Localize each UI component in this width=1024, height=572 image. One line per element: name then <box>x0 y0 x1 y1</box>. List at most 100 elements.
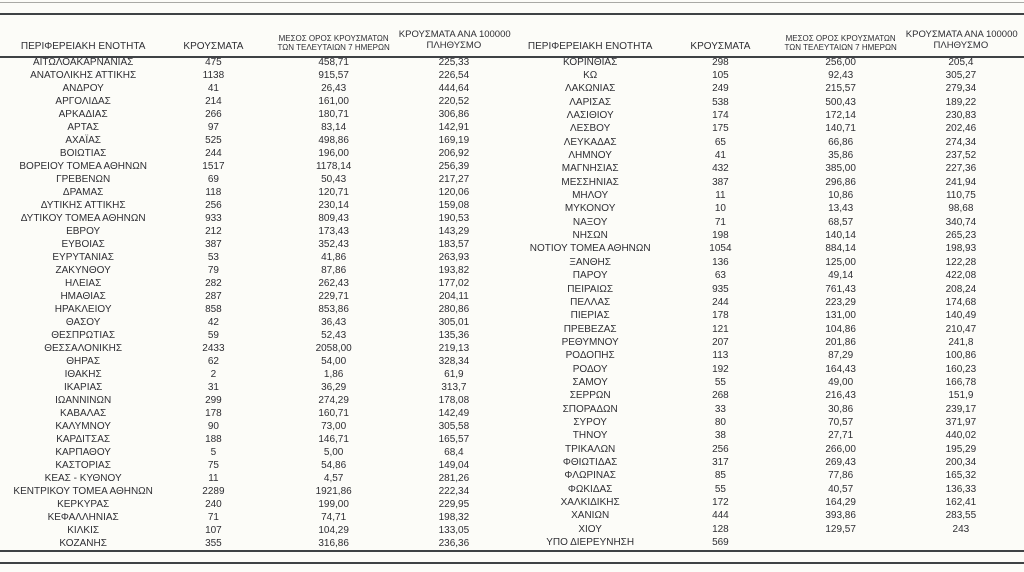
cell-cases: 41 <box>714 150 726 162</box>
cell-region: ΚΑΛΥΜΝΟΥ <box>55 420 111 432</box>
cell-region: ΘΕΣΣΑΛΟΝΙΚΗΣ <box>44 342 123 354</box>
cell-avg7: 92,43 <box>828 70 854 82</box>
cell-per100k: 220,52 <box>438 95 470 107</box>
cell-avg7: 1178,14 <box>315 160 352 172</box>
cell-avg7: 129,57 <box>825 523 856 535</box>
table-row: ΝΗΣΩΝ 198 140,14 265,23 <box>515 229 1016 242</box>
cell-cases: 212 <box>205 225 222 237</box>
cell-avg7: 458,71 <box>318 56 349 68</box>
cell-per100k: 280,86 <box>438 303 470 315</box>
cell-per100k: 226,54 <box>438 69 470 81</box>
cell-avg7: 30,86 <box>828 403 854 415</box>
column-header-per100k-line1: ΚΡΟΥΣΜΑΤΑ ΑΝΑ 100000 <box>398 29 511 41</box>
cell-cases: 935 <box>712 283 729 295</box>
table-row: ΙΘΑΚΗΣ 2 1,86 61,9 <box>8 368 509 381</box>
cell-region: ΚΕΡΚΥΡΑΣ <box>57 498 110 510</box>
cell-region: ΛΗΜΝΟΥ <box>568 150 612 162</box>
table-row: ΠΕΙΡΑΙΩΣ 935 761,43 208,24 <box>515 283 1016 296</box>
cell-cases: 569 <box>712 537 729 549</box>
cell-per100k: 208,24 <box>945 283 977 295</box>
cell-region: ΒΟΙΩΤΙΑΣ <box>59 147 107 159</box>
cell-per100k: 241,8 <box>948 336 974 348</box>
cell-avg7: 54,86 <box>321 459 347 471</box>
cell-cases: 105 <box>712 70 729 82</box>
cell-region: ΣΑΜΟΥ <box>572 376 608 388</box>
cell-region: ΚΟΡΙΝΘΙΑΣ <box>563 56 618 68</box>
cell-cases: 128 <box>712 523 729 535</box>
table-row: ΑΡΓΟΛΙΔΑΣ 214 161,00 220,52 <box>8 95 509 108</box>
cell-avg7: 199,00 <box>318 498 349 510</box>
cell-per100k: 151,9 <box>948 390 974 402</box>
cell-cases: 90 <box>207 420 219 432</box>
cell-avg7: 77,86 <box>828 470 854 482</box>
cell-region: ΚΑΒΑΛΑΣ <box>60 407 107 419</box>
cell-cases: 355 <box>205 537 222 549</box>
cell-cases: 178 <box>712 310 729 322</box>
cases-table-left: ΠΕΡΙΦΕΡΕΙΑΚΗ ΕΝΟΤΗΤΑ ΚΡΟΥΣΜΑΤΑ ΜΕΣΟΣ ΟΡΟ… <box>8 16 511 550</box>
cell-region: ΑΧΑΪΑΣ <box>65 134 101 146</box>
cell-per100k: 165,32 <box>945 470 977 482</box>
cell-cases: 858 <box>205 303 222 315</box>
table-row: ΦΘΙΩΤΙΔΑΣ 317 269,43 200,34 <box>515 456 1016 469</box>
column-header-avg7-line2: ΤΩΝ ΤΕΛΕΥΤΑΙΩΝ 7 ΗΜΕΡΩΝ <box>277 42 390 52</box>
cell-per100k <box>906 536 1016 550</box>
cell-avg7: 104,86 <box>825 323 856 335</box>
table-row: ΑΝΑΤΟΛΙΚΗΣ ΑΤΤΙΚΗΣ 1138 915,57 226,54 <box>8 69 509 82</box>
cell-region: ΘΗΡΑΣ <box>66 355 101 367</box>
cell-per100k: 200,34 <box>945 456 977 468</box>
cell-per100k: 183,57 <box>438 238 470 250</box>
cell-avg7: 180,71 <box>318 108 349 120</box>
table-row: ΞΑΝΘΗΣ 136 125,00 122,28 <box>515 256 1016 269</box>
cell-cases: 188 <box>205 433 222 445</box>
cell-avg7: 52,43 <box>321 329 347 341</box>
cell-avg7: 262,43 <box>318 277 349 289</box>
cell-region: ΛΑΚΩΝΙΑΣ <box>564 83 616 95</box>
cell-per100k: 222,34 <box>438 485 470 497</box>
cell-region: ΗΛΕΙΑΣ <box>65 277 102 289</box>
bottom-outer-rule <box>0 562 1024 564</box>
cell-avg7: 70,57 <box>828 416 854 428</box>
cell-region: ΙΘΑΚΗΣ <box>64 368 102 380</box>
table-row: ΛΕΣΒΟΥ 175 140,71 202,46 <box>515 123 1016 136</box>
cell-region: ΚΑΡΠΑΘΟΥ <box>55 446 111 458</box>
cell-avg7: 87,29 <box>828 350 854 362</box>
bottom-inner-rule <box>0 550 1024 552</box>
table-row: ΜΕΣΣΗΝΙΑΣ 387 296,86 241,94 <box>515 176 1016 189</box>
cell-region: ΡΟΔΟΠΗΣ <box>565 350 615 362</box>
cell-avg7: 49,00 <box>828 376 854 388</box>
cell-cases: 282 <box>205 277 222 289</box>
cell-cases: 33 <box>714 403 726 415</box>
cell-avg7: 164,43 <box>825 363 856 375</box>
table-row: ΚΙΛΚΙΣ 107 104,29 133,05 <box>8 524 509 537</box>
cell-cases: 71 <box>207 511 219 523</box>
cell-per100k: 328,34 <box>438 355 470 367</box>
cell-per100k: 204,11 <box>438 290 469 302</box>
cell-avg7: 853,86 <box>318 303 349 315</box>
cell-avg7: 884,14 <box>825 243 856 255</box>
cell-cases: 1517 <box>202 160 225 172</box>
cell-cases: 71 <box>714 216 726 228</box>
cell-cases: 11 <box>208 472 219 484</box>
cell-avg7: 173,43 <box>318 225 349 237</box>
table-row: ΤΗΝΟΥ 38 27,71 440,02 <box>515 430 1016 443</box>
table-row: ΚΑΡΔΙΤΣΑΣ 188 146,71 165,57 <box>8 433 509 446</box>
cell-cases: 538 <box>712 96 729 108</box>
cell-region: ΔΡΑΜΑΣ <box>62 186 104 198</box>
cell-avg7: 54,00 <box>321 355 347 367</box>
header-underline-rule <box>0 56 1024 58</box>
cell-region: ΓΡΕΒΕΝΩΝ <box>56 173 111 185</box>
cell-region: ΑΝΑΤΟΛΙΚΗΣ ΑΤΤΙΚΗΣ <box>30 69 137 81</box>
cell-cases: 444 <box>712 510 729 522</box>
cell-cases: 80 <box>714 416 726 428</box>
table-row: ΚΑΒΑΛΑΣ 178 160,71 142,49 <box>8 407 509 420</box>
cell-cases: 317 <box>712 456 729 468</box>
cell-per100k: 202,46 <box>945 123 977 135</box>
table-row: ΦΩΚΙΔΑΣ 55 40,57 136,33 <box>515 483 1016 496</box>
cell-avg7: 27,71 <box>828 430 854 442</box>
cell-region: ΜΑΓΝΗΣΙΑΣ <box>561 163 619 175</box>
cell-region: ΧΙΟΥ <box>578 523 602 535</box>
table-row: ΗΛΕΙΑΣ 282 262,43 177,02 <box>8 277 509 290</box>
table-row: ΘΑΣΟΥ 42 36,43 305,01 <box>8 316 509 329</box>
cell-per100k: 162,41 <box>945 497 977 509</box>
table-row: ΡΕΘΥΜΝΟΥ 207 201,86 241,8 <box>515 336 1016 349</box>
